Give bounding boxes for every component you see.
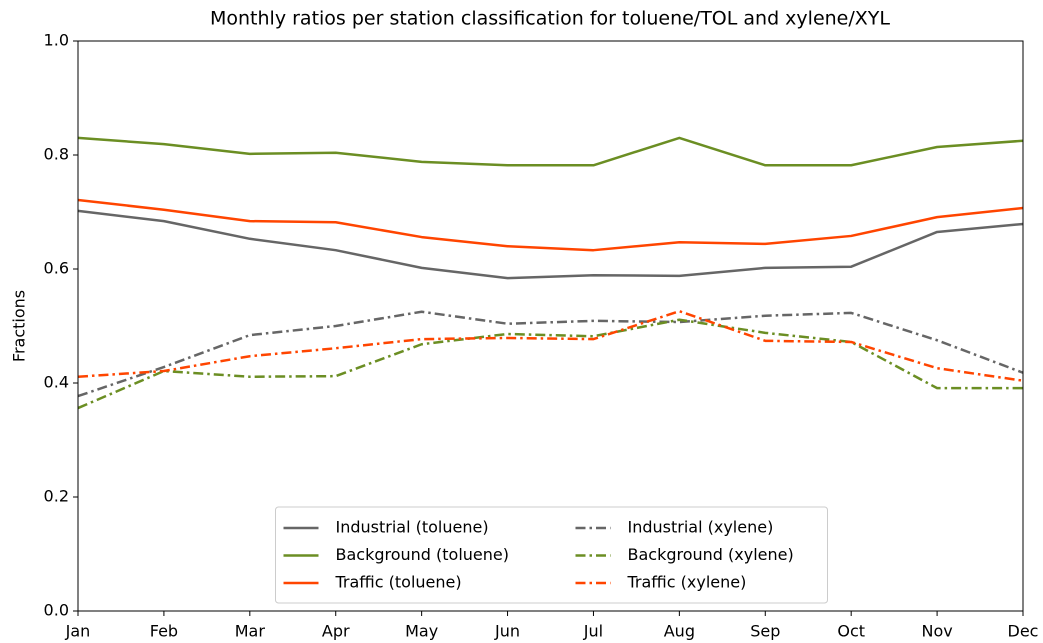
x-tick-label: Jun xyxy=(494,622,520,641)
y-tick-label: 0.8 xyxy=(44,145,69,164)
legend-label: Background (xylene) xyxy=(628,545,794,564)
y-tick-label: 0.4 xyxy=(44,373,69,392)
data-line xyxy=(77,136,1024,167)
y-tick-label: 0.0 xyxy=(44,601,69,620)
x-tick-label: Jan xyxy=(65,622,91,641)
x-tick-label: Feb xyxy=(150,622,178,641)
legend-label: Industrial (toluene) xyxy=(336,518,489,537)
chart-title: Monthly ratios per station classificatio… xyxy=(210,8,890,30)
legend-label: Traffic (toluene) xyxy=(335,573,462,592)
y-tick-label: 0.6 xyxy=(44,259,69,278)
y-tick-label: 1.0 xyxy=(44,31,69,50)
legend-label: Industrial (xylene) xyxy=(628,518,774,537)
x-tick-label: Jul xyxy=(583,622,603,641)
data-line xyxy=(77,309,1024,382)
legend-label: Traffic (xylene) xyxy=(627,573,747,592)
x-tick-label: Sep xyxy=(750,622,780,641)
data-line xyxy=(77,198,1024,252)
plot-frame xyxy=(77,40,1024,612)
data-line xyxy=(77,310,1024,398)
data-line xyxy=(77,209,1024,280)
y-tick-label: 0.2 xyxy=(44,487,69,506)
data-line xyxy=(77,318,1023,410)
x-tick-label: Oct xyxy=(837,622,865,641)
x-tick-label: Mar xyxy=(235,622,266,641)
x-tick-label: Aug xyxy=(664,622,695,641)
x-tick-label: Dec xyxy=(1008,622,1039,641)
legend-box xyxy=(275,506,828,604)
x-tick-label: Apr xyxy=(322,622,350,641)
legend-label: Background (toluene) xyxy=(336,545,510,564)
x-tick-label: May xyxy=(405,622,438,641)
x-tick-label: Nov xyxy=(921,622,952,641)
y-axis-label: Fractions xyxy=(10,290,29,362)
